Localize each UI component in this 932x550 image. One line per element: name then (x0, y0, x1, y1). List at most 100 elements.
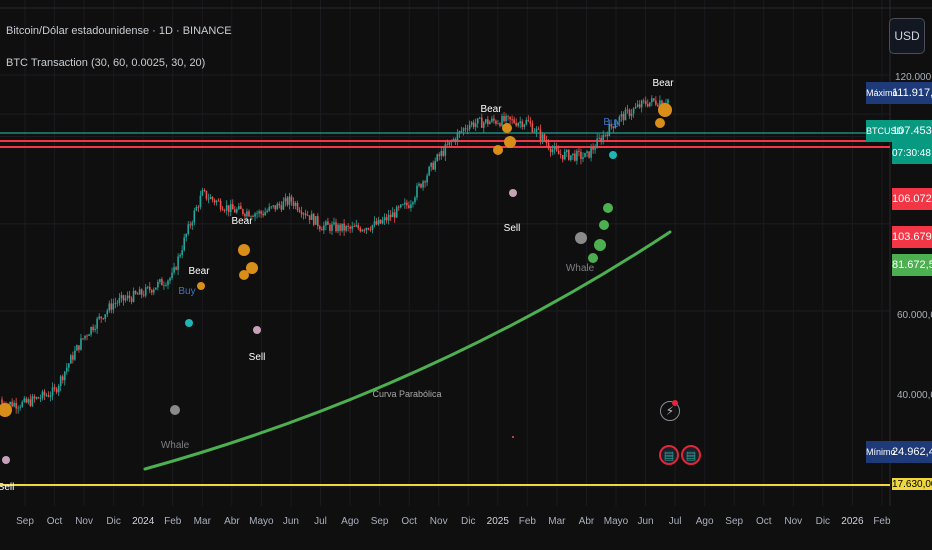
flag-icon[interactable]: ▤ (681, 445, 701, 465)
candle-body (487, 119, 489, 125)
candle-body (272, 205, 275, 207)
candle-body (450, 141, 453, 143)
candle-body (39, 398, 42, 399)
time-axis-label: Feb (518, 516, 536, 527)
candle-body (446, 144, 449, 146)
candle-body (51, 387, 54, 396)
candle-body (171, 272, 173, 278)
candle-body (29, 399, 32, 406)
candle-body (227, 205, 230, 212)
time-axis-label: Jun (282, 516, 299, 527)
bear-label: Bear (231, 216, 253, 227)
candle-body (610, 124, 613, 127)
candle-body (331, 224, 333, 231)
candle-body (321, 229, 323, 231)
candle-body (365, 228, 368, 231)
candle-body (464, 128, 467, 130)
candle-body (422, 181, 424, 188)
candle-body (466, 129, 469, 130)
candle-body (620, 113, 623, 117)
currency-button[interactable]: USD (889, 18, 925, 54)
time-axis-label: Ago (695, 516, 714, 527)
candle-body (507, 115, 509, 117)
candle-body (478, 117, 481, 119)
candle-body (284, 197, 287, 202)
candle-body (74, 350, 76, 360)
candle-body (444, 144, 447, 156)
candle-body (124, 298, 127, 301)
flag-icon[interactable]: ▤ (659, 445, 679, 465)
candle-body (565, 150, 568, 153)
candle-body (215, 200, 218, 203)
candle-body (102, 318, 105, 319)
candle-body (33, 396, 36, 399)
candle-body (568, 150, 570, 160)
candle-body (594, 148, 596, 150)
candle-body (13, 402, 15, 407)
candle-body (628, 109, 631, 117)
candle-body (45, 395, 48, 397)
candle-body (280, 205, 283, 210)
candle-body (638, 104, 641, 108)
signal-dot (185, 319, 193, 327)
time-axis-label: Abr (224, 516, 240, 527)
indicator-legend[interactable]: BTC Transaction (30, 60, 0.0025, 30, 20) (6, 57, 206, 69)
candle-body (155, 287, 157, 290)
candle-body (21, 401, 24, 407)
candle-body (193, 210, 196, 223)
candle-body (426, 175, 428, 183)
candle-body (397, 206, 400, 208)
candle-body (146, 286, 149, 288)
candle-body (527, 120, 530, 122)
candle-body (519, 121, 522, 124)
candle-body (533, 131, 536, 133)
candle-body (306, 215, 309, 217)
candle-body (203, 190, 206, 191)
candle-body (482, 122, 485, 128)
time-axis-label: 2024 (132, 516, 155, 527)
candle-body (454, 139, 457, 142)
candle-body (529, 121, 532, 124)
candle-body (472, 122, 475, 127)
symbol-caption: BTCUSD (866, 126, 904, 136)
bear-label: Bear (652, 78, 674, 89)
candle-body (1, 399, 3, 404)
candle-body (120, 295, 123, 299)
candle-body (169, 277, 171, 281)
signal-dot (0, 403, 12, 417)
lightning-icon[interactable]: ⚡ (660, 401, 680, 421)
candle-body (118, 298, 121, 303)
symbol-title[interactable]: Bitcoin/Dólar estadounidense · 1D · BINA… (6, 25, 232, 37)
candle-body (25, 398, 28, 403)
candle-body (266, 210, 268, 213)
candle-body (304, 213, 307, 216)
candle-body (646, 104, 649, 107)
signal-dot (2, 456, 10, 464)
candle-body (221, 209, 224, 211)
time-axis-label: Feb (873, 516, 891, 527)
candle-body (63, 371, 66, 381)
candle-body (531, 123, 534, 133)
candle-body (82, 338, 84, 340)
candle-body (300, 211, 303, 215)
candle-body (598, 137, 600, 139)
candle-body (389, 214, 392, 218)
candle-body (189, 224, 192, 226)
candle-body (108, 303, 111, 311)
candle-body (327, 221, 329, 225)
candle-body (126, 295, 129, 299)
candle-body (430, 162, 432, 167)
candle-body (416, 185, 418, 198)
candle-body (582, 157, 584, 159)
bottom-level-tag: 17.630,00 (892, 478, 932, 490)
price-tick-40000: 40.000,00 (897, 390, 932, 401)
candle-body (572, 153, 574, 156)
candle-body (298, 210, 301, 212)
countdown-value: 07:30:48 (892, 147, 931, 159)
candle-body (65, 367, 68, 372)
candle-body (57, 386, 60, 393)
whale-label: Whale (160, 440, 190, 451)
candle-body (207, 198, 210, 200)
candle-body (584, 152, 586, 158)
